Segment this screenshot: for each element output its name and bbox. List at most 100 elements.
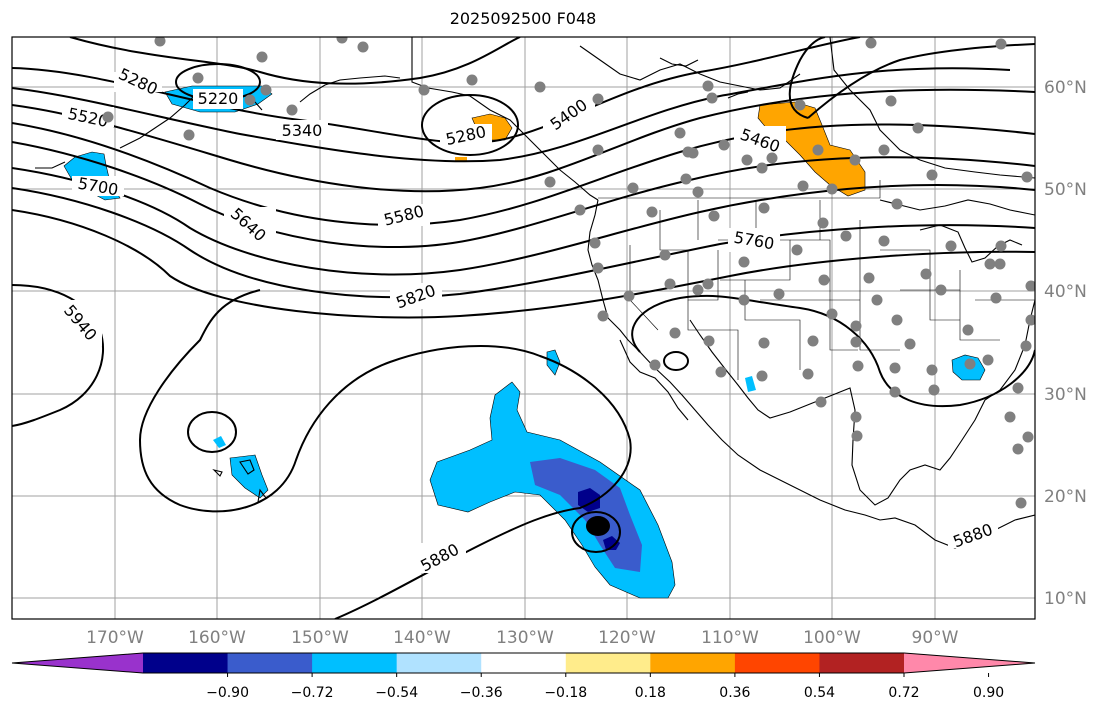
negative-anomaly-hawaii-2 bbox=[213, 436, 226, 448]
station-marker bbox=[889, 386, 901, 398]
station-marker bbox=[891, 314, 903, 326]
station-marker bbox=[738, 256, 750, 268]
colorbar-tick-label: 0.90 bbox=[973, 685, 1004, 701]
station-marker bbox=[589, 237, 601, 249]
station-marker bbox=[597, 310, 609, 322]
station-marker bbox=[797, 180, 809, 192]
station-marker bbox=[812, 144, 824, 156]
station-marker bbox=[418, 84, 430, 96]
station-marker bbox=[738, 294, 750, 306]
lat-label-30n: 30°N bbox=[1044, 385, 1087, 405]
station-marker bbox=[715, 366, 727, 378]
station-marker bbox=[336, 37, 348, 44]
positive-anomaly-small bbox=[455, 157, 467, 161]
station-marker bbox=[850, 320, 862, 332]
station-marker bbox=[260, 84, 272, 96]
station-marker bbox=[964, 358, 976, 370]
lon-label-130w: 130°W bbox=[496, 628, 554, 648]
station-marker bbox=[592, 93, 604, 105]
negative-anomaly-hawaii-1 bbox=[229, 454, 269, 499]
lat-label-10n: 10°N bbox=[1044, 589, 1087, 609]
colorbar-tick-label: −0.18 bbox=[544, 685, 587, 701]
station-marker bbox=[984, 258, 996, 270]
station-marker bbox=[904, 338, 916, 350]
lat-label-40n: 40°N bbox=[1044, 282, 1087, 302]
station-marker bbox=[574, 204, 586, 216]
station-marker bbox=[286, 104, 298, 116]
station-marker bbox=[826, 183, 838, 195]
station-marker bbox=[627, 182, 639, 194]
station-marker bbox=[692, 284, 704, 296]
station-marker bbox=[703, 335, 715, 347]
station-marker bbox=[1012, 382, 1024, 394]
station-marker bbox=[817, 217, 829, 229]
station-marker bbox=[756, 370, 768, 382]
station-marker bbox=[649, 359, 661, 371]
colorbar-segment bbox=[396, 653, 482, 673]
station-marker bbox=[982, 354, 994, 366]
station-marker bbox=[669, 327, 681, 339]
station-marker bbox=[102, 111, 114, 123]
station-marker bbox=[865, 37, 877, 49]
station-marker bbox=[718, 139, 730, 151]
station-marker bbox=[1015, 497, 1027, 509]
station-marker bbox=[592, 144, 604, 156]
lat-label-50n: 50°N bbox=[1044, 180, 1087, 200]
lon-label-100w: 100°W bbox=[803, 628, 861, 648]
colorbar-segment bbox=[312, 653, 398, 673]
colorbar-extend-min bbox=[12, 653, 143, 673]
colorbar-segment bbox=[227, 653, 313, 673]
station-marker bbox=[791, 244, 803, 256]
station-marker bbox=[815, 396, 827, 408]
station-marker bbox=[926, 364, 938, 376]
latitude-labels: 60°N 50°N 40°N 30°N 20°N 10°N bbox=[1044, 78, 1087, 609]
map-title: 2025092500 F048 bbox=[449, 9, 597, 28]
negative-anomaly-mexico bbox=[745, 376, 756, 392]
max-negative-anomaly-2 bbox=[603, 536, 620, 550]
station-marker bbox=[766, 152, 778, 164]
station-marker bbox=[756, 162, 768, 174]
station-marker bbox=[183, 129, 195, 141]
station-marker bbox=[702, 278, 714, 290]
station-marker bbox=[1025, 280, 1035, 292]
station-marker bbox=[807, 335, 819, 347]
station-marker bbox=[926, 169, 938, 181]
longitude-labels: 170°W 160°W 150°W 140°W 130°W 120°W 110°… bbox=[86, 628, 959, 648]
station-marker bbox=[850, 411, 862, 423]
station-marker bbox=[1020, 340, 1032, 352]
lat-label-60n: 60°N bbox=[1044, 78, 1087, 98]
station-marker bbox=[990, 292, 1002, 304]
station-marker bbox=[1004, 411, 1016, 423]
colorbar-tick-label: 0.54 bbox=[804, 685, 835, 701]
station-marker bbox=[885, 95, 897, 107]
station-marker bbox=[692, 186, 704, 198]
station-marker bbox=[945, 240, 957, 252]
colorbar-segment bbox=[565, 653, 651, 673]
map-frame bbox=[11, 36, 1036, 620]
station-marker bbox=[802, 368, 814, 380]
negative-anomaly-islet bbox=[546, 349, 561, 376]
station-marker bbox=[871, 294, 883, 306]
station-marker bbox=[826, 308, 838, 320]
station-marker bbox=[995, 38, 1007, 50]
lon-label-170w: 170°W bbox=[86, 628, 144, 648]
lon-label-90w: 90°W bbox=[912, 628, 959, 648]
station-marker bbox=[878, 144, 890, 156]
lon-label-140w: 140°W bbox=[393, 628, 451, 648]
coastlines bbox=[35, 37, 1035, 549]
station-marker bbox=[849, 154, 861, 166]
station-marker bbox=[773, 288, 785, 300]
station-marker bbox=[623, 290, 635, 302]
colorbar-segment bbox=[143, 653, 229, 673]
station-marker bbox=[1021, 171, 1033, 183]
station-marker bbox=[659, 249, 671, 261]
station-marker bbox=[851, 430, 863, 442]
colorbar-tick-label: 0.72 bbox=[888, 685, 919, 701]
station-marker bbox=[891, 198, 903, 210]
station-marker bbox=[154, 37, 166, 47]
lon-label-110w: 110°W bbox=[701, 628, 759, 648]
station-marker bbox=[758, 202, 770, 214]
station-marker bbox=[466, 74, 478, 86]
colorbar-segment bbox=[734, 653, 820, 673]
